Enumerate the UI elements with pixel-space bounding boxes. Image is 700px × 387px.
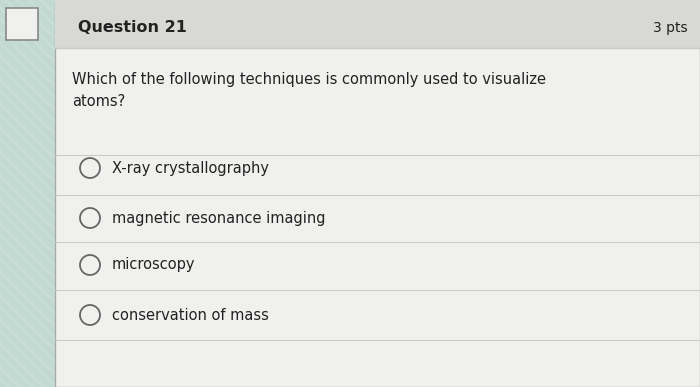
FancyBboxPatch shape [6, 8, 38, 40]
Text: X-ray crystallography: X-ray crystallography [112, 161, 269, 175]
Text: microscopy: microscopy [112, 257, 195, 272]
Text: conservation of mass: conservation of mass [112, 308, 269, 322]
Bar [55, 0, 700, 48]
Circle shape [80, 255, 100, 275]
Text: Which of the following techniques is commonly used to visualize
atoms?: Which of the following techniques is com… [72, 72, 546, 109]
Circle shape [80, 208, 100, 228]
Circle shape [80, 158, 100, 178]
Circle shape [80, 305, 100, 325]
Text: Question 21: Question 21 [78, 21, 187, 36]
Text: magnetic resonance imaging: magnetic resonance imaging [112, 211, 326, 226]
Text: 3 pts: 3 pts [653, 21, 688, 35]
